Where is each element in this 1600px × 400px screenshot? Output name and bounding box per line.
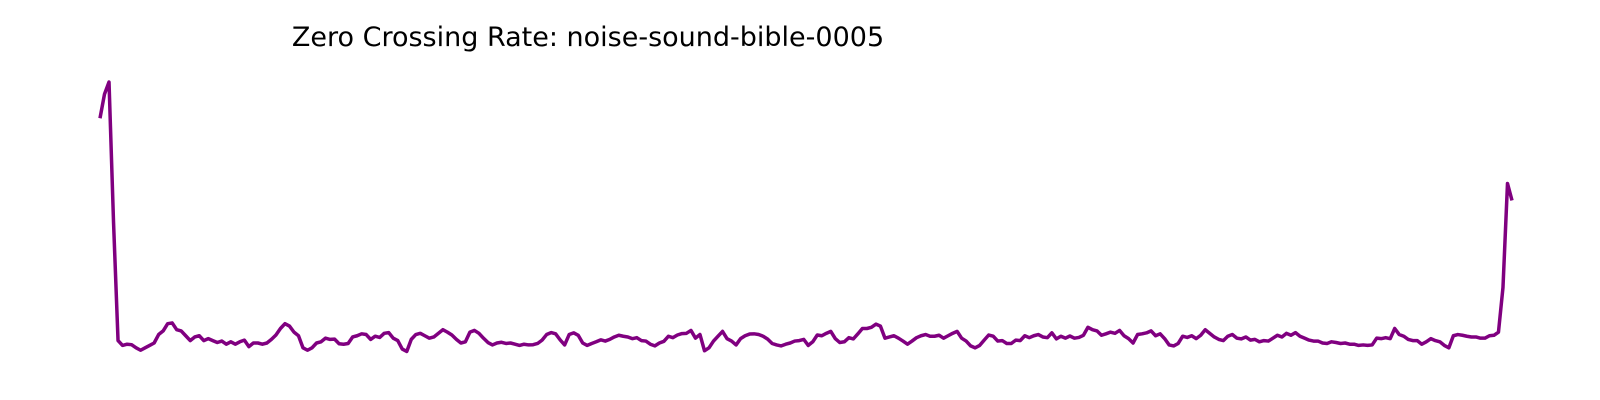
chart-title: Zero Crossing Rate: noise-sound-bible-00… [291, 22, 885, 53]
zcr-series-line [98, 80, 1514, 354]
